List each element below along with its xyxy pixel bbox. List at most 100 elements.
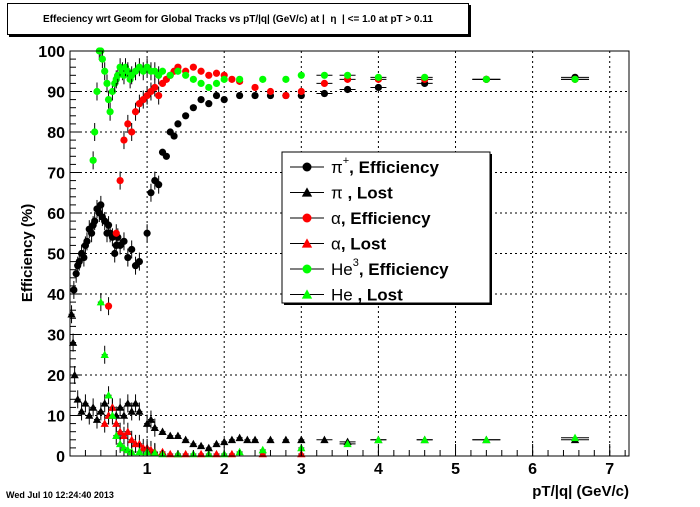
data-point <box>212 449 221 458</box>
data-point <box>91 128 99 136</box>
data-point <box>104 96 113 104</box>
data-point <box>162 152 170 160</box>
data-point <box>182 112 190 120</box>
data-point <box>92 415 102 423</box>
data-point <box>108 411 117 419</box>
data-point <box>212 79 221 87</box>
data-point <box>196 441 206 450</box>
data-point <box>114 71 122 79</box>
data-point <box>75 258 83 266</box>
axis-ticks: 0 10 20 30 40 50 60 70 80 90 100 1 2 3 4 5 6 7 <box>38 44 626 478</box>
data-point <box>228 75 236 83</box>
data-point <box>127 407 136 415</box>
x-axis-label: pT/|q| (GeV/c) <box>532 483 629 500</box>
data-point <box>135 447 144 456</box>
data-point <box>158 67 167 75</box>
data-point <box>104 302 113 310</box>
data-point <box>227 435 237 444</box>
data-point <box>116 177 124 185</box>
data-point <box>297 87 305 96</box>
data-point <box>127 435 136 444</box>
data-point <box>100 399 109 407</box>
data-point <box>374 83 383 92</box>
data-point <box>343 439 352 448</box>
data-point <box>282 75 290 83</box>
data-point <box>158 427 167 436</box>
y-tick-label: 90 <box>47 85 65 102</box>
legend: π+, Efficiency π , Lost α, Efficiency α, Lo… <box>281 151 492 305</box>
data-point <box>181 449 190 458</box>
data-point <box>258 445 267 454</box>
legend-entry: α, Lost <box>290 235 386 254</box>
data-point <box>119 411 129 419</box>
data-point <box>73 395 82 403</box>
data-point <box>374 73 383 81</box>
data-point <box>302 213 312 223</box>
data-point <box>123 427 132 436</box>
legend-label: α, Lost <box>331 235 386 254</box>
data-point <box>120 237 128 245</box>
data-point <box>220 75 228 83</box>
data-point <box>212 439 221 448</box>
data-point <box>205 83 213 92</box>
data-point <box>97 201 105 209</box>
data-point <box>70 286 78 294</box>
data-point <box>197 96 205 104</box>
data-point <box>147 189 155 197</box>
legend-label: α, Efficiency <box>331 209 431 228</box>
data-point <box>243 435 252 444</box>
data-point <box>112 229 120 237</box>
x-tick-label: 2 <box>220 461 229 478</box>
data-point <box>571 75 579 83</box>
data-point <box>320 89 329 98</box>
data-point <box>374 435 383 444</box>
y-tick-label: 40 <box>47 287 65 304</box>
data-point <box>212 69 221 77</box>
y-tick-label: 30 <box>47 328 65 345</box>
data-point <box>89 156 97 164</box>
data-point <box>227 449 237 458</box>
data-point <box>266 87 275 96</box>
data-point <box>135 407 144 415</box>
data-point <box>131 108 140 116</box>
data-point <box>320 79 329 87</box>
data-point <box>166 431 175 440</box>
y-tick-label: 70 <box>47 166 65 183</box>
data-point <box>236 75 244 83</box>
data-point <box>83 237 91 245</box>
data-point <box>197 79 205 87</box>
data-point <box>173 431 183 440</box>
data-point <box>282 91 290 100</box>
data-point <box>128 128 136 136</box>
data-point <box>220 96 228 104</box>
data-point <box>181 435 190 444</box>
data-point <box>482 435 491 444</box>
y-tick-label: 20 <box>47 368 65 385</box>
data-point <box>420 435 429 444</box>
data-point <box>166 449 175 458</box>
legend-entry: He3, Efficiency <box>290 257 449 279</box>
data-point <box>302 162 312 172</box>
data-point <box>80 253 88 262</box>
y-tick-label: 60 <box>47 206 65 223</box>
data-point <box>236 91 244 100</box>
data-point <box>115 439 125 448</box>
data-point <box>189 75 197 83</box>
grid <box>70 51 629 456</box>
data-point <box>104 391 113 399</box>
data-point <box>88 403 98 411</box>
legend-label: π , Lost <box>331 184 393 203</box>
data-point <box>91 217 99 225</box>
data-point <box>128 245 136 254</box>
data-point <box>343 71 352 79</box>
x-tick-label: 5 <box>451 461 460 478</box>
data-point <box>150 423 159 431</box>
data-point <box>570 433 580 442</box>
data-point <box>205 100 213 108</box>
data-point <box>281 435 291 444</box>
data-point <box>142 419 152 427</box>
data-point <box>112 419 121 427</box>
data-point <box>205 71 213 79</box>
data-point <box>124 253 132 262</box>
x-tick-label: 7 <box>605 461 614 478</box>
